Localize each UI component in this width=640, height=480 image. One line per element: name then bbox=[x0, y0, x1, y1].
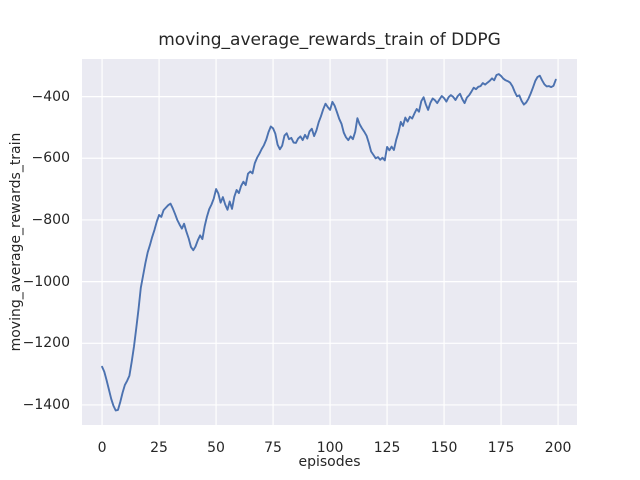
line-series bbox=[101, 73, 557, 412]
y-tick-label: −1400 bbox=[22, 396, 70, 413]
y-tick-label: −1000 bbox=[22, 273, 70, 290]
x-tick-label: 25 bbox=[150, 440, 168, 456]
x-tick-label: 150 bbox=[430, 440, 458, 456]
y-tick-label: −400 bbox=[31, 88, 70, 105]
x-axis-label: episodes bbox=[298, 454, 361, 470]
x-tick-label: 175 bbox=[487, 440, 515, 456]
y-axis-label: moving_average_rewards_train bbox=[8, 132, 24, 352]
chart-title: moving_average_rewards_train of DDPG bbox=[158, 30, 501, 50]
x-tick-label: 75 bbox=[264, 440, 282, 456]
plot-area bbox=[82, 59, 577, 425]
y-tick-label: −1200 bbox=[22, 335, 70, 352]
line-series-group bbox=[101, 73, 557, 412]
x-tick-label: 200 bbox=[544, 440, 572, 456]
x-tick-label: 0 bbox=[97, 440, 107, 456]
y-tick-label: −600 bbox=[31, 150, 70, 167]
grid-lines bbox=[82, 59, 577, 425]
y-tick-label: −800 bbox=[31, 211, 70, 228]
x-tick-label: 50 bbox=[207, 440, 225, 456]
x-tick-label: 125 bbox=[373, 440, 401, 456]
x-tick-label: 100 bbox=[316, 440, 344, 456]
